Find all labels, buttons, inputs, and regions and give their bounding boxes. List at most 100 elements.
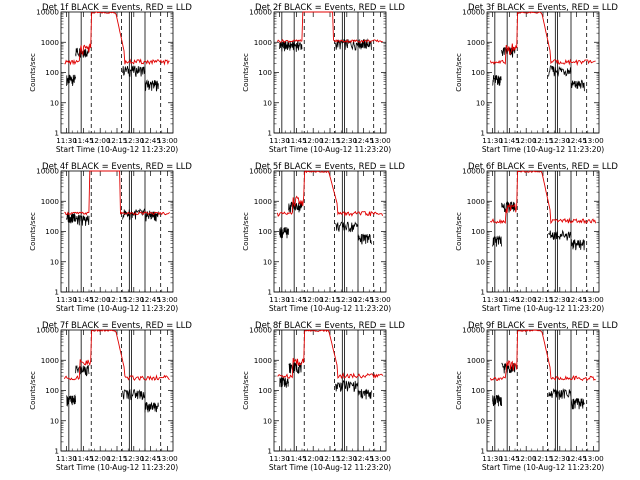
- y-axis-label: Counts/sec: [242, 212, 250, 251]
- x-tick-label: 13:00: [157, 295, 178, 304]
- plot-frame: [60, 170, 174, 293]
- y-tick-label: 10: [50, 416, 60, 425]
- lld-line: [276, 170, 384, 218]
- plot-frame: [486, 11, 600, 134]
- x-tick-label: 11:30: [269, 295, 290, 304]
- lld-line: [64, 170, 170, 216]
- y-axis-label: Counts/sec: [455, 212, 463, 251]
- panel-title: Det 7f BLACK = Events, RED = LLD: [42, 321, 192, 331]
- events-line: [548, 387, 572, 400]
- events-line: [122, 65, 146, 77]
- x-tick-label: 12:45: [566, 454, 587, 463]
- events-line: [548, 65, 572, 77]
- x-axis-label: Start Time (10-Aug-12 11:23:20): [482, 304, 604, 313]
- y-tick-label: 10: [263, 98, 273, 107]
- x-tick-label: 11:45: [286, 136, 307, 145]
- y-axis-label: Counts/sec: [455, 371, 463, 410]
- events-line: [570, 79, 585, 92]
- x-tick-label: 12:45: [140, 136, 161, 145]
- x-tick-label: 13:00: [157, 136, 178, 145]
- x-tick-label: 12:00: [90, 454, 111, 463]
- x-tick-label: 12:30: [336, 454, 357, 463]
- x-tick-label: 12:00: [90, 295, 111, 304]
- x-axis-label: Start Time (10-Aug-12 11:23:20): [269, 304, 391, 313]
- lld-line: [64, 11, 170, 66]
- x-tick-label: 11:30: [482, 454, 503, 463]
- x-tick-label: 12:45: [566, 136, 587, 145]
- y-tick-label: 10000: [462, 8, 485, 17]
- x-axis-label: Start Time (10-Aug-12 11:23:20): [269, 463, 391, 472]
- x-tick-label: 12:15: [320, 295, 341, 304]
- events-line: [357, 388, 372, 400]
- events-line: [492, 394, 502, 407]
- events-line: [279, 227, 289, 239]
- x-tick-label: 12:15: [107, 136, 128, 145]
- y-tick-label: 10000: [462, 326, 485, 335]
- x-tick-label: 13:00: [370, 454, 391, 463]
- x-tick-label: 12:00: [516, 136, 537, 145]
- events-line: [548, 229, 572, 241]
- y-axis-label: Counts/sec: [29, 53, 37, 92]
- y-tick-label: 1: [267, 447, 272, 456]
- x-tick-label: 12:15: [107, 454, 128, 463]
- panel-title: Det 1f BLACK = Events, RED = LLD: [42, 3, 192, 13]
- y-tick-label: 1000: [254, 38, 273, 47]
- x-tick-label: 11:30: [269, 136, 290, 145]
- x-tick-label: 12:15: [533, 136, 554, 145]
- x-tick-label: 13:00: [370, 136, 391, 145]
- x-tick-label: 12:45: [353, 295, 374, 304]
- x-tick-label: 12:00: [303, 295, 324, 304]
- x-tick-label: 12:15: [320, 454, 341, 463]
- y-tick-label: 1000: [467, 197, 486, 206]
- x-tick-label: 12:30: [549, 136, 570, 145]
- x-tick-label: 11:30: [269, 454, 290, 463]
- x-tick-label: 11:30: [482, 295, 503, 304]
- panel-title: Det 4f BLACK = Events, RED = LLD: [42, 162, 192, 172]
- plot-frame: [273, 11, 387, 134]
- lld-line: [276, 11, 383, 44]
- y-tick-label: 1: [267, 129, 272, 138]
- x-axis-label: Start Time (10-Aug-12 11:23:20): [56, 145, 178, 154]
- y-tick-label: 10: [476, 98, 486, 107]
- x-tick-label: 11:45: [73, 295, 94, 304]
- y-tick-label: 1: [54, 129, 59, 138]
- x-tick-label: 11:45: [286, 454, 307, 463]
- panel-title: Det 9f BLACK = Events, RED = LLD: [468, 321, 618, 331]
- x-tick-label: 12:30: [549, 295, 570, 304]
- y-axis-label: Counts/sec: [29, 212, 37, 251]
- x-tick-label: 12:30: [123, 136, 144, 145]
- y-axis-label: Counts/sec: [242, 53, 250, 92]
- y-tick-label: 10: [50, 98, 60, 107]
- events-line: [122, 208, 146, 220]
- x-tick-label: 12:00: [303, 136, 324, 145]
- x-tick-label: 12:00: [516, 295, 537, 304]
- x-tick-label: 12:30: [336, 136, 357, 145]
- y-tick-label: 100: [471, 68, 485, 77]
- panel-title: Det 3f BLACK = Events, RED = LLD: [468, 3, 618, 13]
- y-tick-label: 100: [45, 227, 59, 236]
- y-tick-label: 100: [45, 386, 59, 395]
- x-tick-label: 12:45: [140, 454, 161, 463]
- panel-det-1: Det 1f BLACK = Events, RED = LLD 1 10 100 10…: [29, 3, 192, 154]
- plot-frame: [486, 329, 600, 452]
- panel-title: Det 6f BLACK = Events, RED = LLD: [468, 162, 618, 172]
- x-tick-label: 11:45: [286, 295, 307, 304]
- x-tick-label: 11:45: [499, 136, 520, 145]
- y-tick-label: 10000: [249, 326, 272, 335]
- x-tick-label: 11:30: [56, 295, 77, 304]
- x-tick-label: 12:15: [107, 295, 128, 304]
- x-tick-label: 12:00: [516, 454, 537, 463]
- x-tick-label: 11:45: [499, 454, 520, 463]
- x-tick-label: 12:30: [123, 454, 144, 463]
- events-line: [335, 380, 359, 392]
- y-tick-label: 10000: [36, 167, 59, 176]
- events-line: [335, 221, 359, 233]
- panel-det-8: Det 8f BLACK = Events, RED = LLD 1 10 100 10…: [242, 321, 405, 472]
- x-tick-label: 11:30: [56, 454, 77, 463]
- y-tick-label: 10000: [249, 167, 272, 176]
- x-tick-label: 12:30: [123, 295, 144, 304]
- y-tick-label: 100: [258, 386, 272, 395]
- events-line: [144, 401, 159, 413]
- y-tick-label: 10000: [249, 8, 272, 17]
- x-tick-label: 13:00: [583, 454, 604, 463]
